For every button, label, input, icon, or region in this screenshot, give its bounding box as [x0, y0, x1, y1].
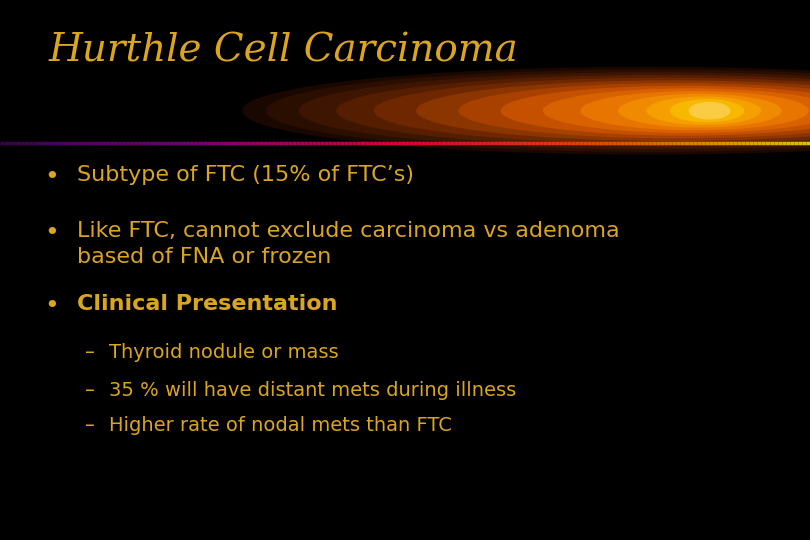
- Text: Like FTC, cannot exclude carcinoma vs adenoma
based of FNA or frozen: Like FTC, cannot exclude carcinoma vs ad…: [77, 221, 620, 267]
- Text: •: •: [45, 165, 59, 188]
- Ellipse shape: [243, 68, 810, 154]
- Ellipse shape: [300, 73, 810, 148]
- Ellipse shape: [417, 81, 810, 140]
- Text: 35 % will have distant mets during illness: 35 % will have distant mets during illne…: [109, 381, 517, 400]
- Text: –: –: [85, 343, 95, 362]
- Text: –: –: [85, 416, 95, 435]
- Ellipse shape: [689, 103, 730, 119]
- Ellipse shape: [501, 86, 810, 135]
- Text: Clinical Presentation: Clinical Presentation: [77, 294, 338, 314]
- Text: Subtype of FTC (15% of FTC’s): Subtype of FTC (15% of FTC’s): [77, 165, 414, 185]
- Ellipse shape: [337, 76, 810, 146]
- Ellipse shape: [374, 78, 810, 143]
- Ellipse shape: [544, 89, 810, 132]
- Ellipse shape: [671, 100, 744, 122]
- Ellipse shape: [459, 84, 810, 138]
- Ellipse shape: [266, 70, 810, 151]
- Text: •: •: [45, 294, 59, 318]
- Ellipse shape: [647, 97, 761, 124]
- Ellipse shape: [582, 92, 808, 130]
- Ellipse shape: [619, 94, 781, 127]
- Text: –: –: [85, 381, 95, 400]
- Text: •: •: [45, 221, 59, 245]
- Text: Thyroid nodule or mass: Thyroid nodule or mass: [109, 343, 339, 362]
- Text: Hurthle Cell Carcinoma: Hurthle Cell Carcinoma: [49, 32, 518, 70]
- Text: Higher rate of nodal mets than FTC: Higher rate of nodal mets than FTC: [109, 416, 452, 435]
